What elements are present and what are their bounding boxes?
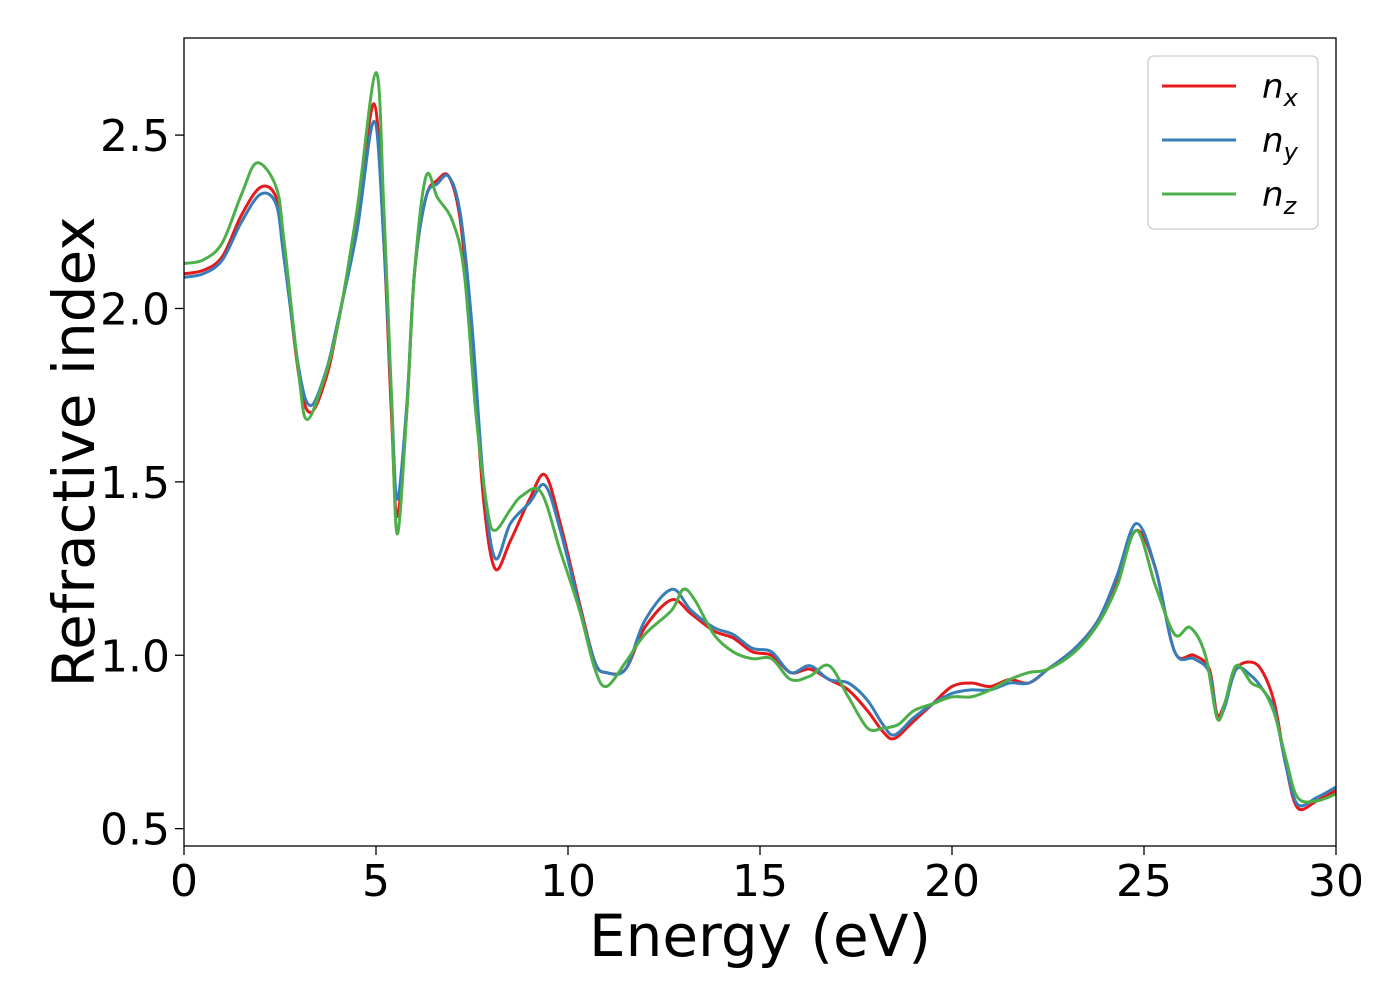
- x-axis-label: Energy (eV): [589, 902, 931, 970]
- legend: nx ny nz: [1147, 55, 1319, 230]
- y-tick-label: 1.0: [100, 631, 170, 682]
- series-line-nz: [183, 71, 1337, 804]
- x-tick-label: 25: [1116, 856, 1172, 907]
- plot-lines: [183, 71, 1337, 812]
- y-tick-label: 0.5: [100, 805, 170, 856]
- legend-label-nz: nz: [1262, 175, 1298, 220]
- y-tick-label: 1.5: [100, 458, 170, 509]
- x-tick-label: 30: [1308, 856, 1364, 907]
- x-tick-label: 0: [170, 856, 198, 907]
- y-axis-ticks: 0.5 1.0 1.5 2.0 2.5: [100, 111, 184, 856]
- y-tick-label: 2.5: [100, 111, 170, 162]
- x-tick-label: 20: [924, 856, 980, 907]
- legend-label-nx: nx: [1262, 67, 1299, 112]
- x-tick-label: 10: [540, 856, 596, 907]
- y-axis-label: Refractive index: [40, 216, 108, 687]
- legend-label-ny: ny: [1262, 121, 1299, 166]
- legend-box: [1147, 55, 1319, 230]
- y-tick-label: 2.0: [100, 284, 170, 335]
- x-axis-ticks: 0 5 10 15 20 25 30: [170, 846, 1364, 907]
- x-tick-label: 5: [362, 856, 390, 907]
- x-tick-label: 15: [732, 856, 788, 907]
